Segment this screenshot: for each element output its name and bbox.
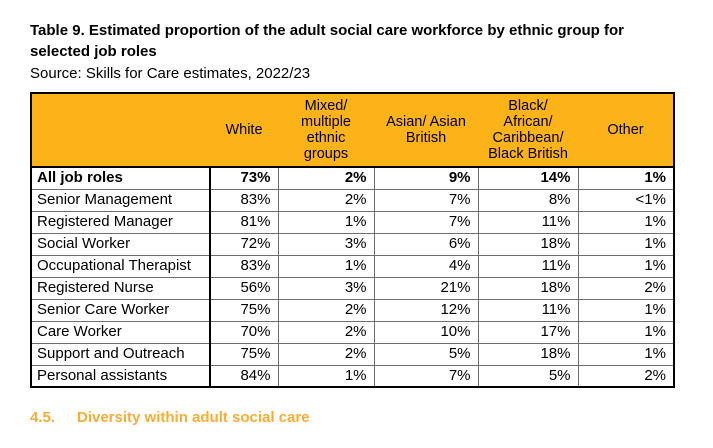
cell-value: 72%	[209, 232, 279, 256]
cell-value: 70%	[209, 320, 279, 344]
cell-value: 1%	[577, 166, 675, 190]
column-header-other: Other	[578, 93, 674, 168]
section-heading: 4.5. Diversity within adult social care	[30, 409, 685, 426]
row-label: Personal assistants	[30, 364, 211, 388]
ethnicity-table: White Mixed/ multiple ethnic groups Asia…	[30, 92, 675, 388]
column-header-asian: Asian/ Asian British	[374, 93, 478, 168]
cell-value: 75%	[209, 298, 279, 322]
corner-cell	[31, 93, 210, 168]
table-row-social-worker: Social Worker 72% 3% 6% 18% 1%	[30, 232, 675, 256]
document-page: Table 9. Estimated proportion of the adu…	[30, 22, 685, 426]
row-label: Occupational Therapist	[30, 254, 211, 278]
row-label: Registered Nurse	[30, 276, 211, 300]
cell-value: 75%	[209, 342, 279, 366]
cell-value: 84%	[209, 364, 279, 388]
cell-value: <1%	[577, 188, 675, 212]
cell-value: 2%	[577, 276, 675, 300]
cell-value: 56%	[209, 276, 279, 300]
row-label: All job roles	[30, 166, 211, 190]
cell-value: 1%	[277, 254, 375, 278]
cell-value: 4%	[373, 254, 479, 278]
cell-value: 3%	[277, 276, 375, 300]
cell-value: 18%	[477, 276, 579, 300]
table-row-senior-care-worker: Senior Care Worker 75% 2% 12% 11% 1%	[30, 298, 675, 322]
table-row-registered-nurse: Registered Nurse 56% 3% 21% 18% 2%	[30, 276, 675, 300]
cell-value: 10%	[373, 320, 479, 344]
table-row-all-job-roles: All job roles 73% 2% 9% 14% 1%	[30, 166, 675, 190]
cell-value: 1%	[577, 210, 675, 234]
cell-value: 2%	[577, 364, 675, 388]
column-header-black: Black/ African/ Caribbean/ Black British	[478, 93, 578, 168]
cell-value: 2%	[277, 320, 375, 344]
row-label: Social Worker	[30, 232, 211, 256]
cell-value: 3%	[277, 232, 375, 256]
cell-value: 18%	[477, 232, 579, 256]
source-line: Source: Skills for Care estimates, 2022/…	[30, 65, 311, 82]
row-label: Registered Manager	[30, 210, 211, 234]
cell-value: 18%	[477, 342, 579, 366]
cell-value: 11%	[477, 254, 579, 278]
cell-value: 7%	[373, 188, 479, 212]
cell-value: 2%	[277, 298, 375, 322]
row-label: Care Worker	[30, 320, 211, 344]
table-row-care-worker: Care Worker 70% 2% 10% 17% 1%	[30, 320, 675, 344]
column-header-white: White	[210, 93, 278, 168]
row-label: Support and Outreach	[30, 342, 211, 366]
cell-value: 1%	[577, 232, 675, 256]
cell-value: 5%	[477, 364, 579, 388]
cell-value: 12%	[373, 298, 479, 322]
cell-value: 11%	[477, 298, 579, 322]
cell-value: 7%	[373, 364, 479, 388]
table-row-senior-management: Senior Management 83% 2% 7% 8% <1%	[30, 188, 675, 212]
cell-value: 21%	[373, 276, 479, 300]
cell-value: 83%	[209, 254, 279, 278]
table-row-support-and-outreach: Support and Outreach 75% 2% 5% 18% 1%	[30, 342, 675, 366]
table-row-registered-manager: Registered Manager 81% 1% 7% 11% 1%	[30, 210, 675, 234]
cell-value: 7%	[373, 210, 479, 234]
section-title: Diversity within adult social care	[77, 409, 310, 426]
cell-value: 2%	[277, 166, 375, 190]
cell-value: 83%	[209, 188, 279, 212]
cell-value: 1%	[577, 342, 675, 366]
cell-value: 2%	[277, 342, 375, 366]
cell-value: 1%	[277, 210, 375, 234]
cell-value: 17%	[477, 320, 579, 344]
cell-value: 1%	[277, 364, 375, 388]
row-label: Senior Management	[30, 188, 211, 212]
cell-value: 81%	[209, 210, 279, 234]
cell-value: 1%	[577, 254, 675, 278]
section-number: 4.5.	[30, 409, 56, 426]
cell-value: 14%	[477, 166, 579, 190]
cell-value: 1%	[577, 298, 675, 322]
row-label: Senior Care Worker	[30, 298, 211, 322]
cell-value: 73%	[209, 166, 279, 190]
cell-value: 6%	[373, 232, 479, 256]
table-header-row: White Mixed/ multiple ethnic groups Asia…	[31, 93, 674, 168]
cell-value: 11%	[477, 210, 579, 234]
cell-value: 1%	[577, 320, 675, 344]
cell-value: 5%	[373, 342, 479, 366]
column-header-mixed: Mixed/ multiple ethnic groups	[278, 93, 374, 168]
table-row-personal-assistants: Personal assistants 84% 1% 7% 5% 2%	[30, 364, 675, 388]
table-row-occupational-therapist: Occupational Therapist 83% 1% 4% 11% 1%	[30, 254, 675, 278]
cell-value: 9%	[373, 166, 479, 190]
page-title: Table 9. Estimated proportion of the adu…	[30, 22, 624, 60]
cell-value: 8%	[477, 188, 579, 212]
cell-value: 2%	[277, 188, 375, 212]
